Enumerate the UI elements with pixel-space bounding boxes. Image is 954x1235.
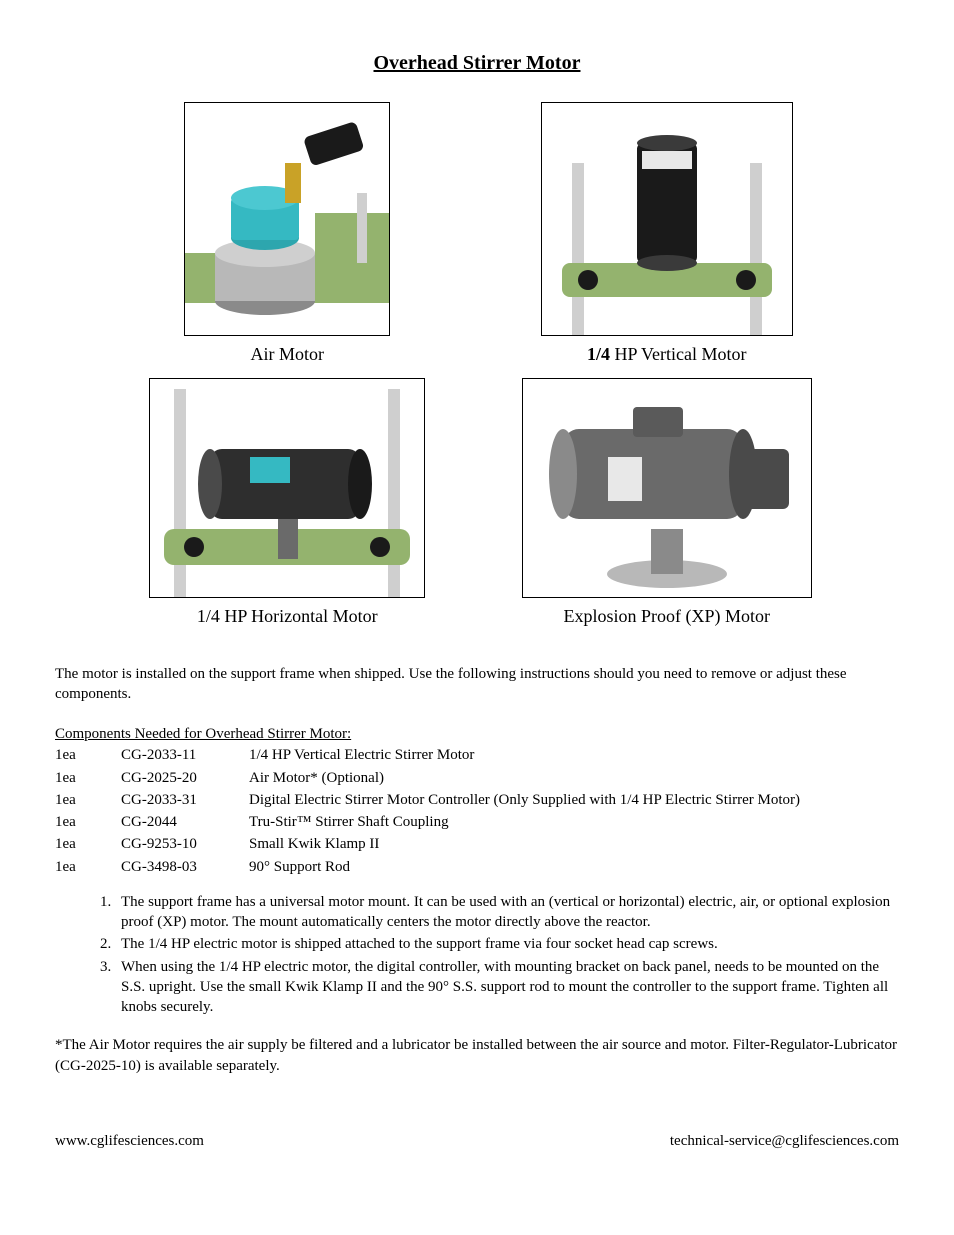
figure-grid: Air Motor 1/4 HP Vertical Motor — [115, 102, 839, 629]
component-qty: 1ea — [55, 811, 121, 833]
table-row: 1ea CG-3498-03 90° Support Rod — [55, 856, 818, 878]
component-desc: Digital Electric Stirrer Motor Controlle… — [249, 789, 818, 811]
caption-air-motor: Air Motor — [184, 342, 390, 366]
component-qty: 1ea — [55, 789, 121, 811]
component-desc: Tru-Stir™ Stirrer Shaft Coupling — [249, 811, 818, 833]
component-sku: CG-2033-11 — [121, 744, 249, 766]
figure-air-motor: Air Motor — [184, 102, 390, 366]
instructions-list: The support frame has a universal motor … — [95, 892, 899, 1018]
figure-horizontal-motor: 1/4 HP Horizontal Motor — [149, 378, 425, 628]
caption-vertical-prefix: 1/4 — [587, 344, 615, 364]
component-sku: CG-2025-20 — [121, 767, 249, 789]
component-desc: 1/4 HP Vertical Electric Stirrer Motor — [249, 744, 818, 766]
component-sku: CG-2044 — [121, 811, 249, 833]
image-air-motor — [184, 102, 390, 336]
caption-horizontal-motor: 1/4 HP Horizontal Motor — [149, 604, 425, 628]
footer-url: www.cglifesciences.com — [55, 1131, 204, 1151]
component-qty: 1ea — [55, 767, 121, 789]
table-row: 1ea CG-9253-10 Small Kwik Klamp II — [55, 833, 818, 855]
table-row: 1ea CG-2033-11 1/4 HP Vertical Electric … — [55, 744, 818, 766]
caption-vertical-motor: 1/4 HP Vertical Motor — [541, 342, 793, 366]
component-qty: 1ea — [55, 856, 121, 878]
list-item: The 1/4 HP electric motor is shipped att… — [115, 934, 899, 954]
page-footer: www.cglifesciences.com technical-service… — [55, 1131, 899, 1151]
table-row: 1ea CG-2033-31 Digital Electric Stirrer … — [55, 789, 818, 811]
table-row: 1ea CG-2025-20 Air Motor* (Optional) — [55, 767, 818, 789]
component-desc: Air Motor* (Optional) — [249, 767, 818, 789]
component-desc: Small Kwik Klamp II — [249, 833, 818, 855]
component-sku: CG-2033-31 — [121, 789, 249, 811]
list-item: When using the 1/4 HP electric motor, th… — [115, 957, 899, 1018]
figure-xp-motor: Explosion Proof (XP) Motor — [522, 378, 812, 628]
component-qty: 1ea — [55, 833, 121, 855]
figure-vertical-motor: 1/4 HP Vertical Motor — [541, 102, 793, 366]
image-xp-motor — [522, 378, 812, 598]
caption-xp-motor: Explosion Proof (XP) Motor — [522, 604, 812, 628]
caption-vertical-rest: HP Vertical Motor — [615, 344, 747, 364]
component-sku: CG-3498-03 — [121, 856, 249, 878]
component-sku: CG-9253-10 — [121, 833, 249, 855]
components-table: 1ea CG-2033-11 1/4 HP Vertical Electric … — [55, 744, 818, 878]
component-desc: 90° Support Rod — [249, 856, 818, 878]
table-row: 1ea CG-2044 Tru-Stir™ Stirrer Shaft Coup… — [55, 811, 818, 833]
image-horizontal-motor — [149, 378, 425, 598]
image-vertical-motor — [541, 102, 793, 336]
list-item: The support frame has a universal motor … — [115, 892, 899, 933]
footnote: *The Air Motor requires the air supply b… — [55, 1035, 899, 1076]
page-title: Overhead Stirrer Motor — [55, 50, 899, 77]
footer-email: technical-service@cglifesciences.com — [670, 1131, 899, 1151]
components-header: Components Needed for Overhead Stirrer M… — [55, 724, 899, 744]
intro-paragraph: The motor is installed on the support fr… — [55, 664, 899, 705]
component-qty: 1ea — [55, 744, 121, 766]
